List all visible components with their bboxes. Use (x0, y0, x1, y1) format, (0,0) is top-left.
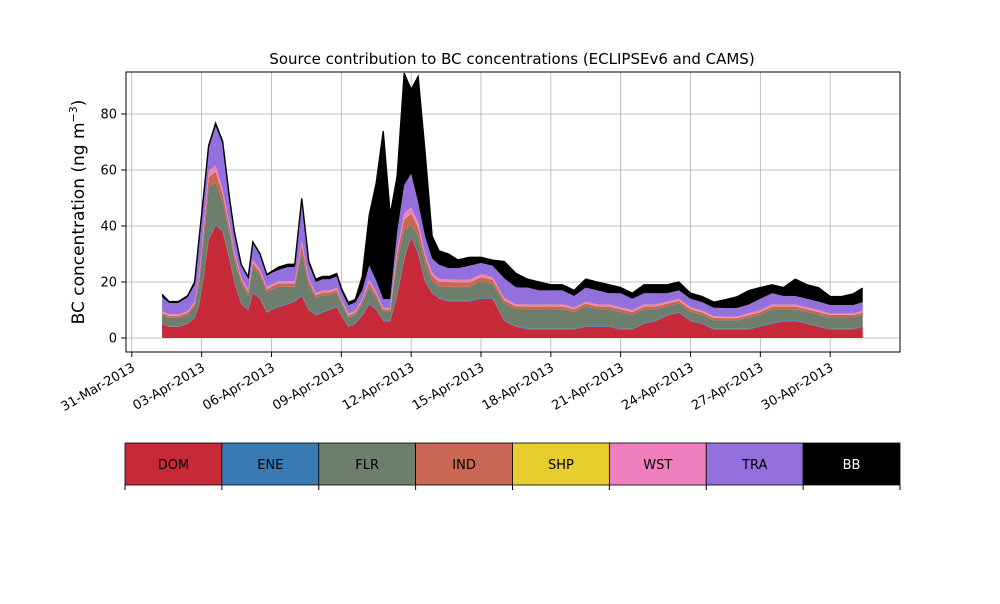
area-flr (162, 182, 863, 329)
legend-label-flr: FLR (355, 458, 379, 473)
stacked-areas (162, 73, 863, 338)
legend-swatch-ind (415, 442, 513, 486)
area-dom (162, 226, 863, 338)
total-outline (161, 72, 864, 304)
legend-label-ind: IND (452, 458, 476, 473)
legend-swatch-bb (802, 442, 901, 486)
y-axis-ticks: 0 20 40 60 80 (100, 108, 126, 347)
source-legend: DOM ENE FLR IND SHP WST TRA BB (124, 442, 901, 490)
y-tick-label: 40 (100, 220, 117, 235)
chart-title: Source contribution to BC concentrations… (269, 50, 754, 68)
legend-swatch-tra (705, 442, 804, 486)
area-bb (162, 73, 863, 309)
legend-swatch-shp (512, 442, 610, 486)
legend-swatch-dom (124, 442, 223, 486)
y-tick-label: 0 (109, 332, 117, 347)
legend-label-tra: TRA (741, 458, 767, 473)
legend-label-ene: ENE (257, 458, 283, 473)
legend-label-bb: BB (843, 458, 861, 473)
legend-label-wst: WST (643, 458, 672, 473)
area-tra (162, 126, 863, 317)
y-tick-label: 80 (100, 108, 117, 123)
y-axis-label: BC concentration (ng m−3) (67, 100, 89, 325)
legend-swatch-flr (318, 442, 417, 486)
y-tick-label: 20 (100, 276, 117, 291)
legend-swatch-ene (221, 442, 320, 486)
legend-label-shp: SHP (548, 458, 574, 473)
y-tick-label: 60 (100, 164, 117, 179)
legend-label-dom: DOM (158, 458, 189, 473)
plot-frame (125, 71, 901, 353)
